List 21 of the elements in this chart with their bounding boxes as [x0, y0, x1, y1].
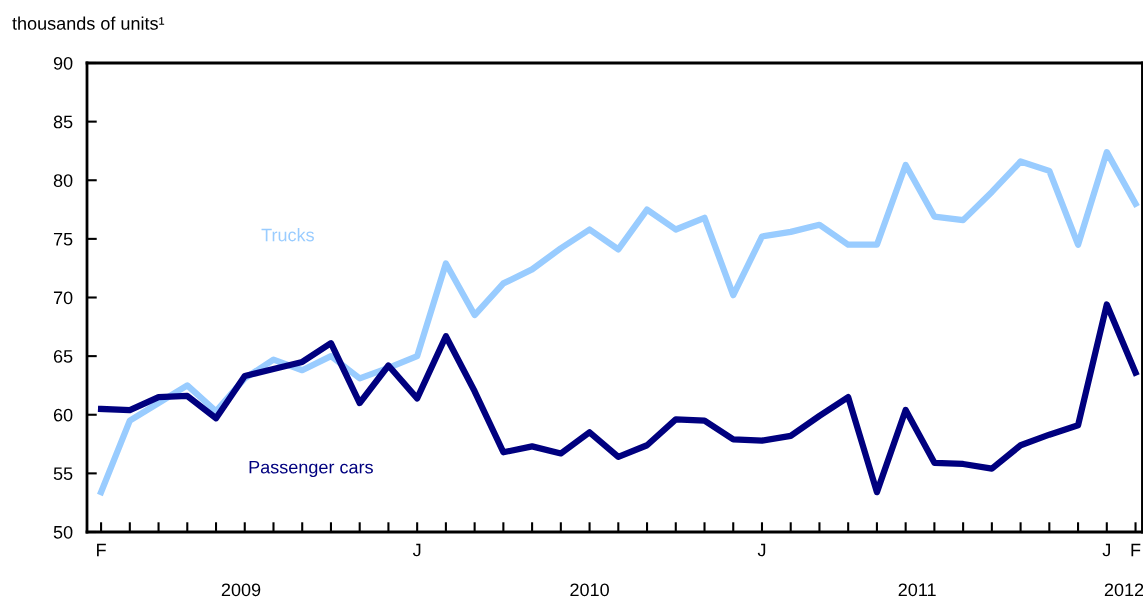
text: 2010: [570, 583, 609, 597]
y-tick-label: 90: [53, 56, 73, 70]
x-tick-label: J: [412, 543, 421, 557]
text: 2011: [898, 583, 936, 597]
x-tick-label: F: [97, 543, 106, 557]
y-axis-title: thousands of units¹: [12, 16, 165, 30]
x-tick-label: J: [1102, 543, 1110, 557]
x-tick-label: J: [757, 543, 766, 557]
text: 2012: [1104, 583, 1143, 597]
y-tick-label: 70: [53, 291, 73, 305]
text: Trucks: [261, 228, 314, 242]
x-tick-label: F: [1131, 543, 1141, 557]
y-tick-label: 85: [53, 115, 73, 129]
y-tick-label: 60: [53, 408, 73, 422]
y-tick-label: 65: [53, 350, 73, 363]
y-tick-label: 75: [53, 233, 73, 246]
y-tick-label: 50: [53, 525, 73, 539]
text: 2009: [221, 583, 261, 597]
text: Passenger cars: [249, 460, 373, 478]
y-tick-label: 55: [53, 467, 73, 481]
y-tick-label: 80: [53, 174, 73, 187]
